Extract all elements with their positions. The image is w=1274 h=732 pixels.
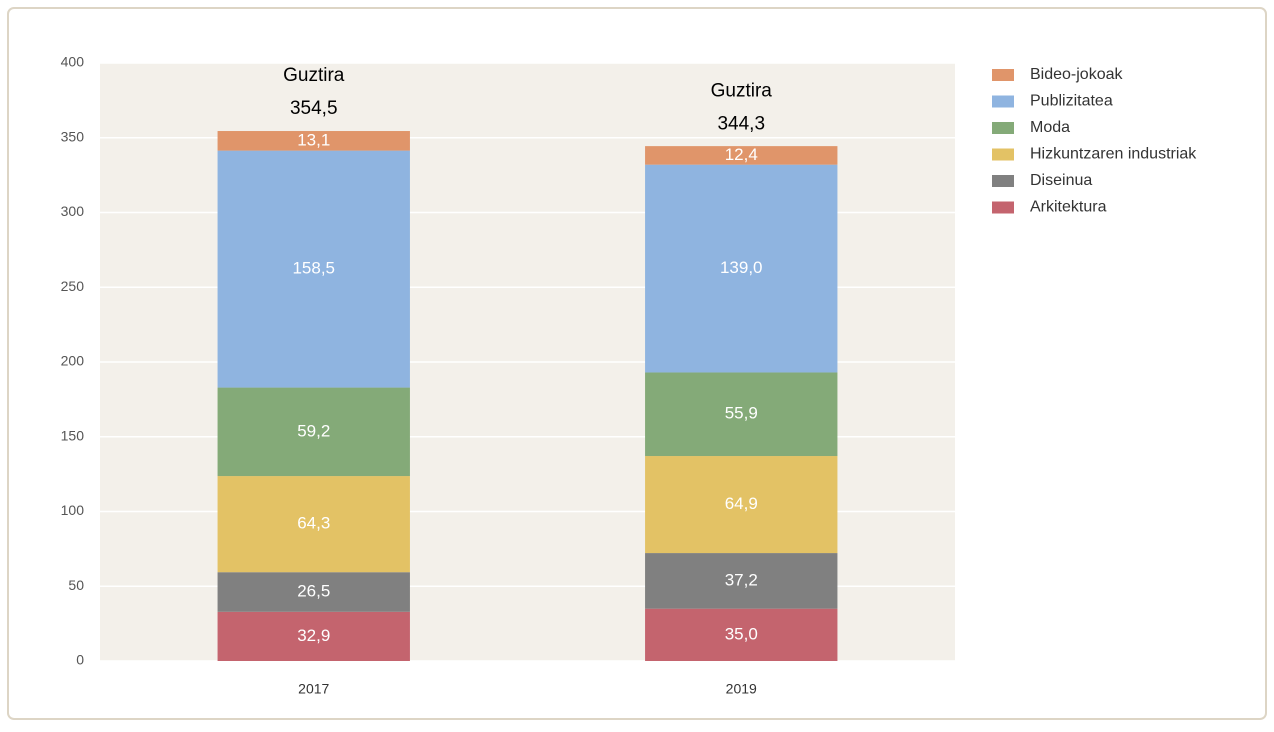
legend-label: Bideo-jokoak [1030,66,1124,83]
legend-label: Arkitektura [1030,199,1107,216]
legend-label: Moda [1030,119,1070,136]
total-title: Guztira [283,65,345,86]
bar-segment [217,572,410,612]
data-label: 59,2 [297,421,330,440]
legend-label: Publizitatea [1030,93,1113,110]
bar-segment [217,150,410,388]
legend-label: Hizkuntzaren industriak [1030,146,1197,163]
data-label: 64,9 [725,494,758,513]
total-value: 354,5 [290,98,338,119]
legend-label: Diseinua [1030,172,1092,189]
legend-swatch [992,95,1014,108]
data-label: 139,0 [720,258,763,277]
bar-segment [217,611,410,661]
bar-segment [645,456,838,554]
bar-segment [645,553,838,609]
x-tick-label: 2019 [726,681,757,697]
data-label: 55,9 [725,404,758,423]
bar-segment [217,476,410,573]
data-label: 13,1 [297,130,330,149]
data-label: 35,0 [725,624,758,643]
y-tick-label: 0 [76,652,84,668]
data-label: 37,2 [725,570,758,589]
data-label: 32,9 [297,626,330,645]
y-tick-label: 200 [61,353,85,369]
legend-swatch [992,201,1014,214]
legend-swatch [992,175,1014,187]
legend-swatch [992,122,1014,134]
y-tick-label: 300 [61,203,85,219]
y-tick-label: 150 [61,427,85,443]
bar-segment [645,164,838,373]
legend-swatch [992,69,1014,81]
data-label: 158,5 [292,259,335,278]
bar-segment [645,146,838,165]
y-tick-label: 50 [68,577,84,593]
data-label: 26,5 [297,581,330,600]
total-title: Guztira [711,80,773,101]
y-tick-label: 100 [61,502,85,518]
y-tick-label: 400 [61,54,85,70]
bar-segment [645,608,838,661]
y-tick-label: 350 [61,128,85,144]
data-label: 64,3 [297,514,330,533]
x-tick-label: 2017 [298,681,329,697]
legend-swatch [992,148,1014,161]
y-tick-label: 250 [61,278,85,294]
bar-segment [645,372,838,457]
bar-segment [217,131,410,151]
data-label: 12,4 [725,145,758,164]
bar-segment [217,387,410,477]
total-value: 344,3 [717,113,765,134]
